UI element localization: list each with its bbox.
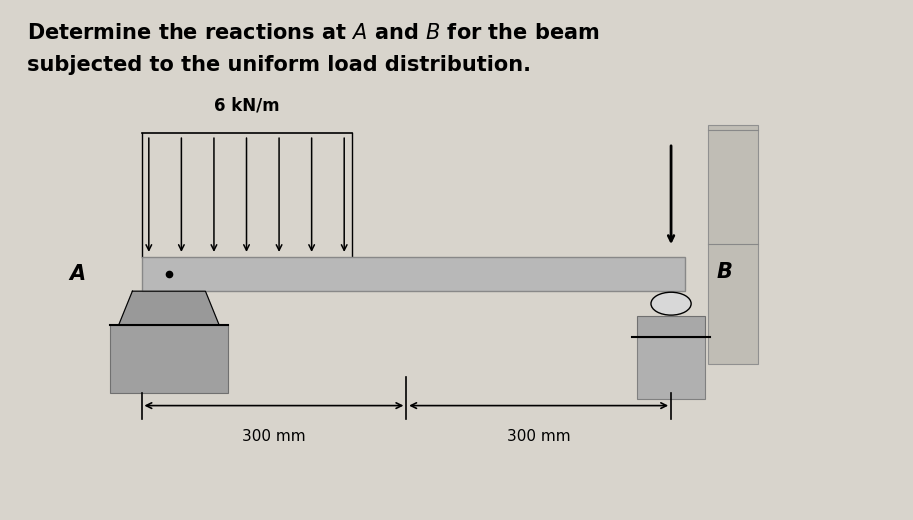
Bar xyxy=(708,125,758,364)
Bar xyxy=(110,325,228,393)
Bar xyxy=(142,257,685,291)
Bar xyxy=(637,337,705,399)
Circle shape xyxy=(651,292,691,315)
Text: 300 mm: 300 mm xyxy=(507,429,571,444)
Bar xyxy=(637,316,705,337)
Polygon shape xyxy=(119,291,219,325)
Text: 6 kN/m: 6 kN/m xyxy=(214,96,279,114)
Text: A: A xyxy=(69,264,86,284)
Text: B: B xyxy=(717,262,732,282)
Text: subjected to the uniform load distribution.: subjected to the uniform load distributi… xyxy=(27,55,531,74)
Text: Determine the reactions at $\mathit{A}$ and $\mathit{B}$ for the beam: Determine the reactions at $\mathit{A}$ … xyxy=(27,23,600,43)
Text: 300 mm: 300 mm xyxy=(242,429,306,444)
